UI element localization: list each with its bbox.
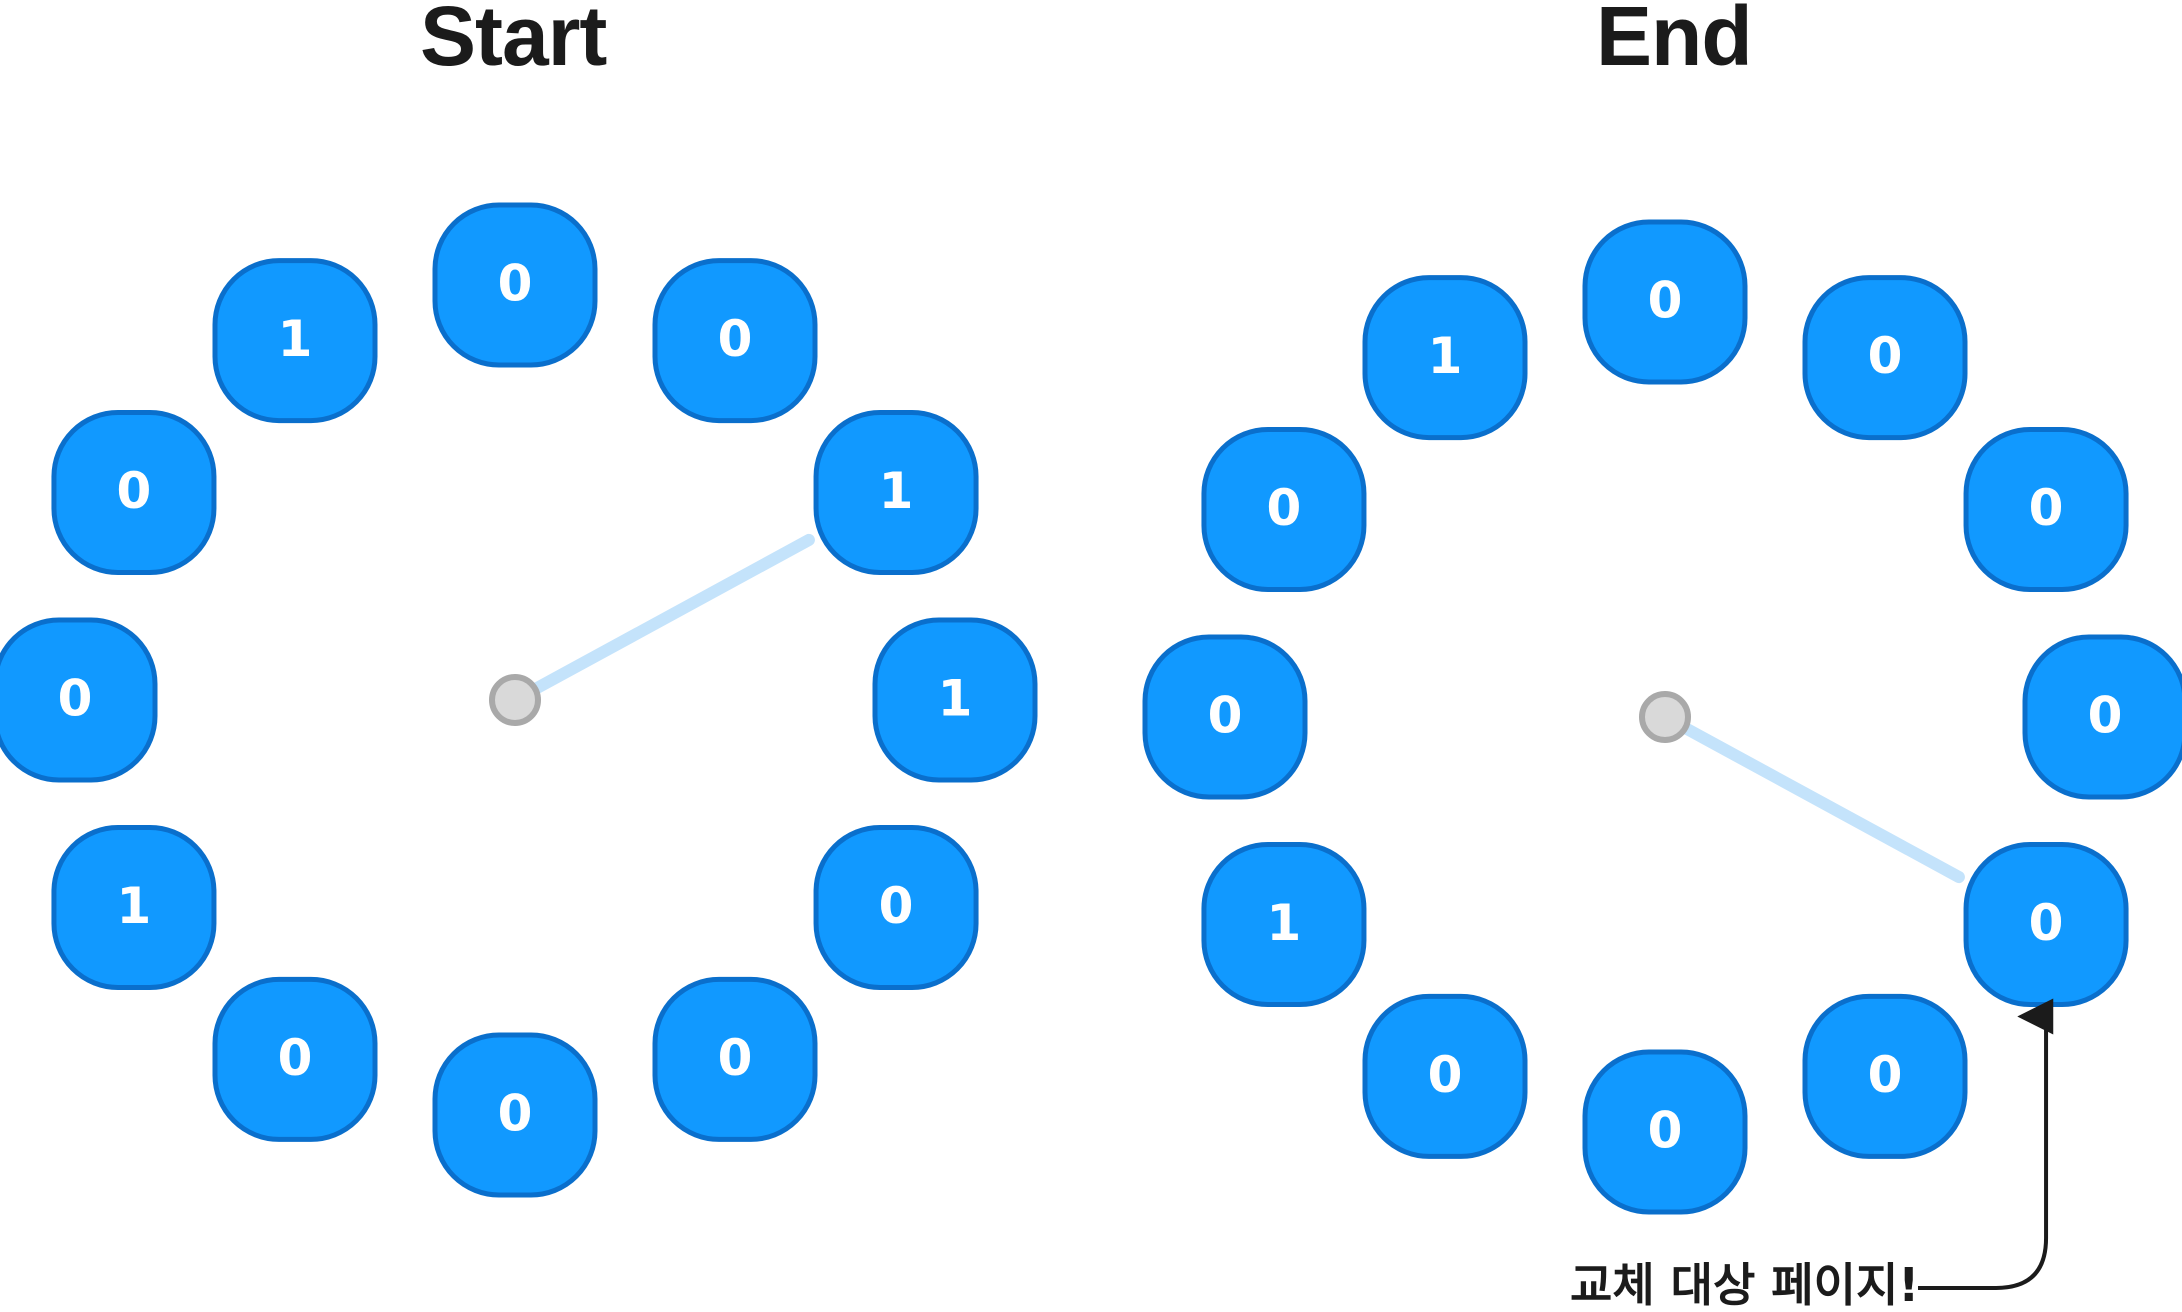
page-node-box: [652, 258, 818, 424]
reference-bit-label: 0: [58, 670, 93, 728]
page-node: 0: [1582, 1049, 1748, 1215]
page-node: 0: [1142, 634, 1308, 800]
page-node-box: [652, 976, 818, 1142]
reference-bit-label: 1: [1267, 894, 1302, 952]
page-node: 1: [813, 410, 979, 575]
reference-bit-label: 0: [1868, 1046, 1903, 1104]
reference-bit-label: 0: [498, 255, 533, 313]
page-node: 0: [652, 258, 818, 424]
page-node-box: [1963, 427, 2129, 592]
reference-bit-label: 0: [2029, 894, 2064, 952]
page-node-box: [1142, 634, 1308, 800]
end-title: End: [1596, 0, 1753, 83]
page-node: 1: [1362, 275, 1528, 441]
page-node-box: [1582, 219, 1748, 385]
page-node: 0: [2022, 634, 2182, 800]
reference-bit-label: 1: [879, 462, 914, 520]
page-node: 1: [51, 825, 217, 990]
page-node-box: [1201, 427, 1367, 592]
page-node: 0: [432, 202, 598, 368]
page-node-box: [51, 825, 217, 990]
reference-bit-label: 0: [2088, 687, 2123, 745]
page-node-box: [1802, 275, 1968, 441]
page-node: 0: [212, 976, 378, 1142]
reference-bit-label: 0: [1428, 1046, 1463, 1104]
page-node: 0: [813, 825, 979, 990]
page-node-box: [1362, 993, 1528, 1159]
reference-bit-label: 1: [1428, 327, 1463, 385]
clock-pivot: [489, 674, 541, 726]
page-node-box: [1802, 993, 1968, 1159]
reference-bit-label: 1: [117, 877, 152, 935]
reference-bit-label: 0: [718, 310, 753, 368]
replacement-target-label: 교체 대상 페이지!: [1570, 1258, 1920, 1312]
page-node-box: [813, 825, 979, 990]
page-node-box: [432, 202, 598, 368]
page-node: 0: [432, 1032, 598, 1198]
page-node-box: [0, 617, 158, 783]
page-node-box: [1201, 842, 1367, 1007]
reference-bit-label: 0: [498, 1085, 533, 1143]
page-node-box: [1582, 1049, 1748, 1215]
reference-bit-label: 0: [1868, 327, 1903, 385]
start-clock: 0 0 1 1 0 0 0 0 1 0 0 1: [0, 202, 1038, 1198]
page-node: 0: [1802, 275, 1968, 441]
page-node: 0: [0, 617, 158, 783]
reference-bit-label: 1: [938, 670, 973, 728]
page-node-box: [212, 258, 378, 424]
page-node: 0: [652, 976, 818, 1142]
page-node: 1: [872, 617, 1038, 783]
page-node: 1: [212, 258, 378, 424]
start-title: Start: [420, 0, 607, 83]
replacement-arrow: [1918, 998, 2054, 1290]
page-node-box: [813, 410, 979, 575]
reference-bit-label: 0: [117, 462, 152, 520]
reference-bit-label: 0: [2029, 479, 2064, 537]
reference-bit-label: 1: [278, 310, 313, 368]
reference-bit-label: 0: [879, 877, 914, 935]
page-node: 0: [1201, 427, 1367, 592]
page-node: 1: [1201, 842, 1367, 1007]
page-node: 0: [1963, 842, 2129, 1007]
page-node: 0: [51, 410, 217, 575]
reference-bit-label: 0: [1208, 687, 1243, 745]
page-node: 0: [1362, 993, 1528, 1159]
page-node-box: [212, 976, 378, 1142]
page-node: 0: [1963, 427, 2129, 592]
reference-bit-label: 0: [718, 1029, 753, 1087]
page-node-box: [51, 410, 217, 575]
page-node-box: [872, 617, 1038, 783]
clock-hand: [509, 533, 815, 706]
page-node-box: [1362, 275, 1528, 441]
reference-bit-label: 0: [278, 1029, 313, 1087]
page-node: 0: [1582, 219, 1748, 385]
page-node-box: [432, 1032, 598, 1198]
clock-pivot: [1639, 691, 1691, 743]
reference-bit-label: 0: [1648, 1102, 1683, 1160]
reference-bit-label: 0: [1267, 479, 1302, 537]
end-clock: 0 0 0 0 0 0 0 0 1 0 0 1: [1142, 219, 2182, 1215]
replacement-arrow-line: [1918, 998, 2054, 1290]
page-node-box: [2022, 634, 2182, 800]
clock-hand: [1659, 711, 1965, 884]
page-node: 0: [1802, 993, 1968, 1159]
reference-bit-label: 0: [1648, 272, 1683, 330]
